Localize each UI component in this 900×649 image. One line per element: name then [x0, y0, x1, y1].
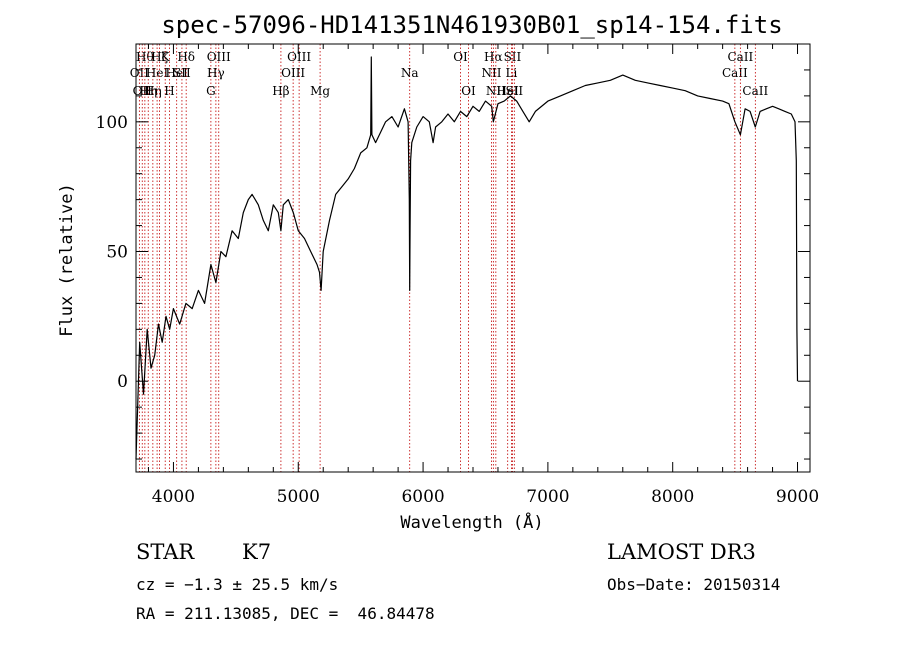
- line-label-0: OII: [130, 66, 150, 80]
- line-label-18: Mg: [310, 84, 330, 98]
- line-label-6: Hζ: [151, 50, 168, 64]
- survey-name: LAMOST DR3: [607, 540, 756, 564]
- x-tick-label-6000: 6000: [401, 487, 444, 507]
- x-tick-label-8000: 8000: [651, 487, 694, 507]
- line-label-20: OI: [453, 50, 468, 64]
- line-label-15: Hβ: [272, 84, 289, 98]
- chart-title: spec-57096-HD141351N461930B01_sp14-154.f…: [161, 11, 782, 39]
- line-label-8: H: [164, 84, 174, 98]
- line-label-11: Hδ: [177, 50, 195, 64]
- coordinates: RA = 211.13085, DEC = 46.84478: [136, 604, 435, 623]
- axis-ticks: 4000 5000 6000 7000 8000 9000 0 50 100: [96, 43, 819, 507]
- y-axis-label: Flux (relative): [57, 183, 77, 337]
- line-label-2: Hθ: [136, 50, 154, 64]
- x-axis-label: Wavelength (Å): [400, 511, 543, 533]
- line-label-16: OIII: [281, 66, 305, 80]
- y-tick-label-0: 0: [117, 372, 128, 392]
- line-label-19: Na: [401, 66, 419, 80]
- plot-frame: [135, 43, 811, 473]
- emission-line-markers: OIIOIIHθHηHηHeIHζKHHeISIIHδGHγOIIIHβOIII…: [130, 44, 768, 472]
- series-layer: [135, 56, 799, 460]
- line-label-14: OIII: [207, 50, 231, 64]
- line-label-24: NII: [486, 84, 506, 98]
- line-label-7: K: [161, 50, 171, 64]
- line-label-12: G: [206, 84, 216, 98]
- line-label-27: SII: [504, 50, 522, 64]
- line-label-28: SII: [505, 84, 523, 98]
- series-spectrum: [135, 56, 799, 460]
- line-label-13: Hγ: [207, 66, 225, 80]
- line-label-21: OI: [461, 84, 476, 98]
- redshift-line: cz = −1.3 ± 25.5 km/s: [136, 575, 339, 594]
- line-label-17: OIII: [287, 50, 311, 64]
- line-label-10: SII: [173, 66, 191, 80]
- line-label-5: HeI: [146, 66, 169, 80]
- line-label-29: CaII: [722, 66, 748, 80]
- observation-date: Obs−Date: 20150314: [607, 575, 781, 594]
- line-label-26: Li: [506, 66, 518, 80]
- x-tick-label-7000: 7000: [526, 487, 569, 507]
- line-label-25: HeI: [497, 84, 520, 98]
- x-tick-label-4000: 4000: [152, 487, 195, 507]
- line-label-31: CaII: [742, 84, 768, 98]
- line-label-1: OII: [133, 84, 153, 98]
- y-tick-label-100: 100: [96, 113, 128, 133]
- x-tick-label-5000: 5000: [277, 487, 320, 507]
- line-label-23: Hα: [484, 50, 503, 64]
- line-label-9: HeI: [166, 66, 189, 80]
- x-tick-label-9000: 9000: [776, 487, 819, 507]
- object-class: STAR: [136, 540, 195, 564]
- object-subclass: K7: [242, 540, 272, 564]
- y-tick-label-50: 50: [106, 243, 128, 263]
- line-label-22: NII: [481, 66, 501, 80]
- line-label-30: CaII: [727, 50, 753, 64]
- line-label-4: Hη: [144, 84, 162, 98]
